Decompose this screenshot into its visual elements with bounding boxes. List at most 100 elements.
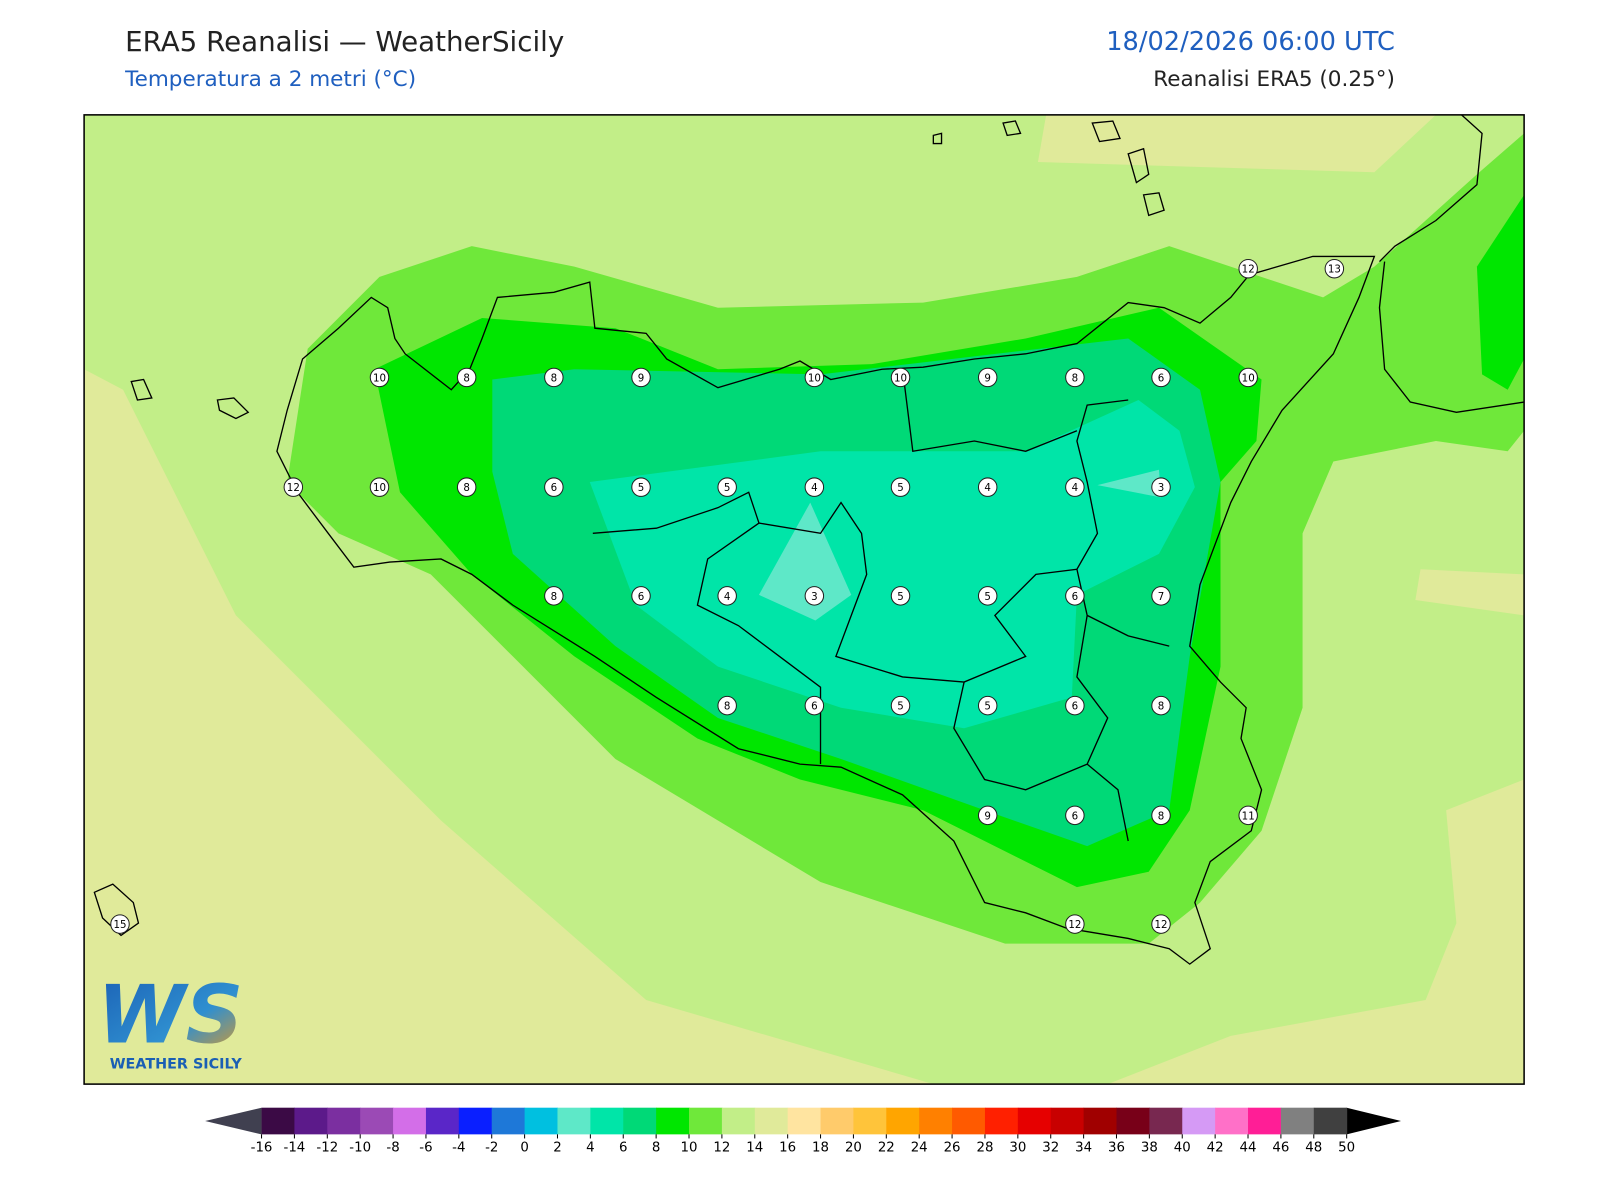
- colorbar-tick-label: 16: [779, 1141, 796, 1156]
- colorbar-tick-label: 12: [713, 1141, 730, 1156]
- station-marker: [369, 367, 390, 388]
- station-marker: [1065, 477, 1085, 497]
- colorbar-tick-label: -10: [349, 1141, 371, 1156]
- station-marker: [804, 695, 825, 716]
- station-marker: [1238, 367, 1258, 388]
- colorbar-under: [205, 1107, 262, 1135]
- colorbar-tick-label: 50: [1338, 1141, 1355, 1156]
- station-marker: [977, 805, 998, 826]
- station-value: 5: [638, 482, 645, 494]
- station-marker: [977, 367, 998, 388]
- station-value: 4: [811, 482, 818, 494]
- station-marker: [631, 367, 651, 388]
- colorbar-tick-label: 28: [976, 1141, 993, 1156]
- colorbar-tick-label: 30: [1009, 1141, 1026, 1156]
- colorbar-swatch: [1050, 1107, 1085, 1135]
- station-marker: [1151, 914, 1171, 934]
- station-marker: [890, 695, 911, 716]
- colorbar-swatch: [1215, 1107, 1249, 1135]
- colorbar-swatch: [1280, 1107, 1315, 1135]
- station-marker: [456, 367, 477, 388]
- station-value: 12: [1155, 919, 1168, 931]
- colorbar-tick-label: 32: [1042, 1141, 1059, 1156]
- colorbar-tick-label: -12: [316, 1141, 338, 1156]
- colorbar-swatch: [721, 1107, 756, 1135]
- station-marker: [717, 586, 737, 606]
- colorbar-tick-label: 38: [1141, 1141, 1158, 1156]
- station-value: 6: [811, 701, 818, 713]
- station-marker: [977, 695, 998, 716]
- station-marker: [1238, 805, 1258, 826]
- colorbar-tick-label: 0: [520, 1141, 528, 1156]
- regional-borders: [592, 369, 1170, 842]
- station-value: 4: [984, 482, 991, 494]
- colorbar-tick-label: 42: [1207, 1141, 1224, 1156]
- colorbar-swatch: [393, 1107, 427, 1135]
- station-marker: [890, 586, 911, 606]
- coastlines: [93, 114, 1525, 965]
- station-marker: [717, 477, 737, 497]
- colorbar-swatch: [294, 1107, 328, 1135]
- colorbar-swatch: [1083, 1107, 1118, 1135]
- colorbar-tick-label: 4: [586, 1141, 594, 1156]
- station-marker: [283, 477, 304, 497]
- colorbar-tick-label: 10: [681, 1141, 698, 1156]
- station-value: 4: [1072, 482, 1079, 494]
- colorbar-swatch: [491, 1107, 526, 1135]
- station-marker: [544, 586, 564, 606]
- station-marker: [456, 477, 477, 497]
- station-value: 8: [551, 591, 558, 603]
- colorbar-tick-label: -14: [284, 1141, 306, 1156]
- station-value: 12: [1068, 919, 1081, 931]
- colorbar-swatch: [787, 1107, 822, 1135]
- station-marker: [1065, 914, 1085, 934]
- colorbar-tick-label: -4: [452, 1141, 465, 1156]
- colorbar-swatch: [425, 1107, 460, 1135]
- colorbar-tick-label: 24: [911, 1141, 928, 1156]
- station-marker: [1324, 258, 1345, 279]
- colorbar-tick-label: 36: [1108, 1141, 1125, 1156]
- station-value: 3: [811, 591, 818, 603]
- station-value: 8: [724, 701, 731, 713]
- colorbar-tick-label: 34: [1075, 1141, 1092, 1156]
- station-marker: [717, 695, 737, 716]
- colorbar-tick-label: 22: [878, 1141, 895, 1156]
- station-value: 6: [1158, 372, 1165, 384]
- subtitle: Temperatura a 2 metri (°C): [124, 67, 416, 92]
- colorbar-tick-label: 14: [746, 1141, 763, 1156]
- station-value: 5: [724, 482, 731, 494]
- station-value: 8: [551, 372, 558, 384]
- station-marker: [110, 914, 130, 934]
- station-value: 12: [1242, 264, 1255, 276]
- colorbar-tick-label: -8: [386, 1141, 399, 1156]
- colorbar-tick-label: -16: [251, 1141, 273, 1156]
- colorbar-swatch: [590, 1107, 624, 1135]
- station-value: 6: [551, 482, 558, 494]
- station-value: 8: [463, 482, 470, 494]
- station-marker: [1151, 586, 1171, 606]
- station-marker: [977, 586, 998, 606]
- source: Reanalisi ERA5 (0.25°): [1153, 67, 1395, 92]
- colorbar-tick-label: 40: [1174, 1141, 1191, 1156]
- station-marker: [1151, 477, 1171, 497]
- colorbar-tick-label: 18: [812, 1141, 829, 1156]
- station-marker: [369, 477, 390, 497]
- contour-fill: [589, 400, 1195, 729]
- colorbar: -16 -14 -12 -10 -8 -6 -4 -2 0 2 4 6 8 10 12 14 16 18 20 22 2…: [205, 1107, 1402, 1156]
- station-marker: [1065, 695, 1085, 716]
- station-value: 6: [1072, 810, 1079, 822]
- station-value: 5: [984, 701, 991, 713]
- colorbar-swatch: [1017, 1107, 1052, 1135]
- station-value: 6: [638, 591, 645, 603]
- colorbar-swatch: [557, 1107, 591, 1135]
- colorbar-tick-label: 2: [553, 1141, 561, 1156]
- colorbar-swatch: [458, 1107, 493, 1135]
- station-value: 5: [897, 701, 904, 713]
- station-value: 13: [1328, 264, 1341, 276]
- colorbar-tick-label: 8: [652, 1141, 660, 1156]
- title: ERA5 Reanalisi — WeatherSicily: [125, 25, 564, 58]
- station-marker: [544, 367, 564, 388]
- station-value: 9: [984, 372, 991, 384]
